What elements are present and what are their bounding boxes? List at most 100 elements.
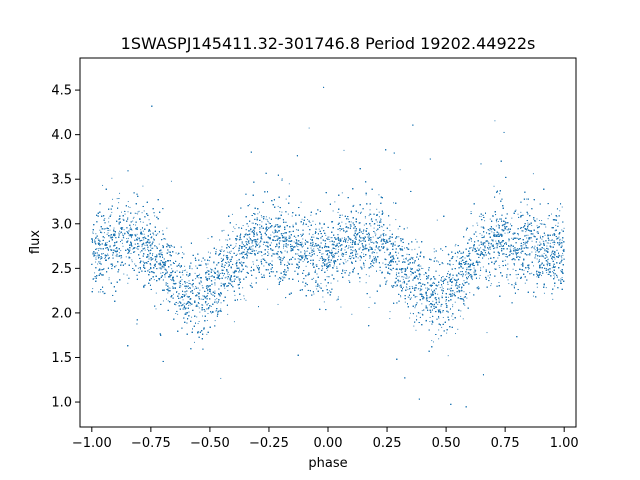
data-point — [395, 219, 397, 221]
data-point — [418, 268, 420, 270]
data-point — [238, 280, 240, 282]
data-point — [126, 274, 128, 276]
data-point — [373, 227, 375, 229]
data-point — [206, 319, 208, 321]
data-point — [183, 270, 185, 272]
data-point — [544, 224, 546, 226]
data-point — [365, 274, 367, 276]
data-point — [222, 275, 224, 277]
data-point — [251, 222, 253, 224]
data-point — [142, 260, 144, 262]
data-point — [455, 333, 457, 335]
data-point — [148, 255, 150, 257]
data-point — [303, 223, 305, 225]
data-point — [332, 210, 334, 212]
data-point — [381, 238, 383, 240]
data-point — [122, 218, 124, 220]
data-point — [516, 248, 518, 250]
data-point — [547, 261, 549, 263]
data-point — [563, 227, 565, 229]
data-point — [259, 242, 261, 244]
data-point — [502, 224, 504, 226]
data-point — [535, 254, 537, 256]
data-point — [207, 290, 209, 292]
data-point — [342, 271, 344, 273]
data-point — [510, 246, 512, 248]
data-point — [414, 288, 416, 290]
data-point — [159, 252, 161, 254]
data-point — [316, 264, 318, 266]
data-point — [108, 279, 110, 281]
data-point — [450, 293, 452, 295]
data-point — [395, 285, 397, 287]
data-point — [175, 304, 177, 306]
data-point — [317, 247, 319, 249]
data-point — [350, 212, 352, 214]
data-point — [268, 222, 270, 224]
data-point — [531, 272, 533, 274]
data-point — [551, 267, 553, 269]
data-point — [439, 287, 441, 289]
data-point — [341, 221, 343, 223]
data-point — [308, 127, 310, 129]
data-point — [252, 227, 254, 229]
data-point — [538, 219, 540, 221]
data-point — [251, 282, 253, 284]
data-point — [442, 250, 444, 252]
data-point — [232, 231, 234, 232]
data-point — [376, 229, 378, 231]
data-point — [413, 261, 415, 263]
data-point — [489, 233, 491, 235]
data-point — [221, 246, 223, 248]
data-point — [380, 218, 382, 220]
data-point — [158, 243, 160, 245]
data-point — [338, 249, 340, 251]
data-point — [337, 280, 339, 282]
data-point — [284, 250, 286, 252]
data-point — [479, 233, 481, 235]
data-point — [438, 284, 440, 286]
data-point — [559, 210, 561, 212]
data-point — [209, 252, 211, 254]
data-point — [277, 303, 279, 305]
data-point — [153, 279, 155, 281]
data-point — [281, 276, 283, 278]
data-point — [136, 233, 138, 235]
data-point — [115, 265, 117, 267]
data-point — [217, 301, 219, 303]
data-point — [199, 273, 201, 275]
data-point — [227, 271, 229, 273]
data-point — [493, 185, 495, 187]
data-point — [141, 226, 143, 228]
data-point — [531, 225, 533, 227]
data-point — [509, 223, 511, 225]
data-point — [169, 272, 171, 274]
data-point — [388, 261, 390, 263]
data-point — [487, 241, 489, 243]
data-point — [447, 270, 449, 272]
data-point — [344, 259, 346, 261]
data-point — [371, 241, 373, 243]
data-point — [157, 253, 159, 255]
data-point — [388, 265, 390, 267]
data-point — [182, 299, 184, 301]
data-point — [227, 290, 229, 292]
data-point — [368, 306, 370, 308]
data-point — [301, 245, 303, 247]
data-point — [484, 242, 486, 244]
data-point — [206, 267, 208, 269]
data-point — [150, 230, 151, 232]
data-point — [310, 262, 312, 264]
data-point — [561, 246, 563, 248]
data-point — [160, 272, 162, 274]
data-point — [287, 270, 289, 272]
data-point — [137, 239, 139, 241]
data-point — [380, 221, 382, 223]
data-point — [345, 261, 347, 263]
data-point — [513, 264, 515, 266]
data-point — [462, 275, 464, 277]
data-point — [323, 222, 325, 224]
data-point — [297, 272, 299, 274]
data-point — [526, 237, 528, 239]
data-point — [553, 244, 555, 246]
